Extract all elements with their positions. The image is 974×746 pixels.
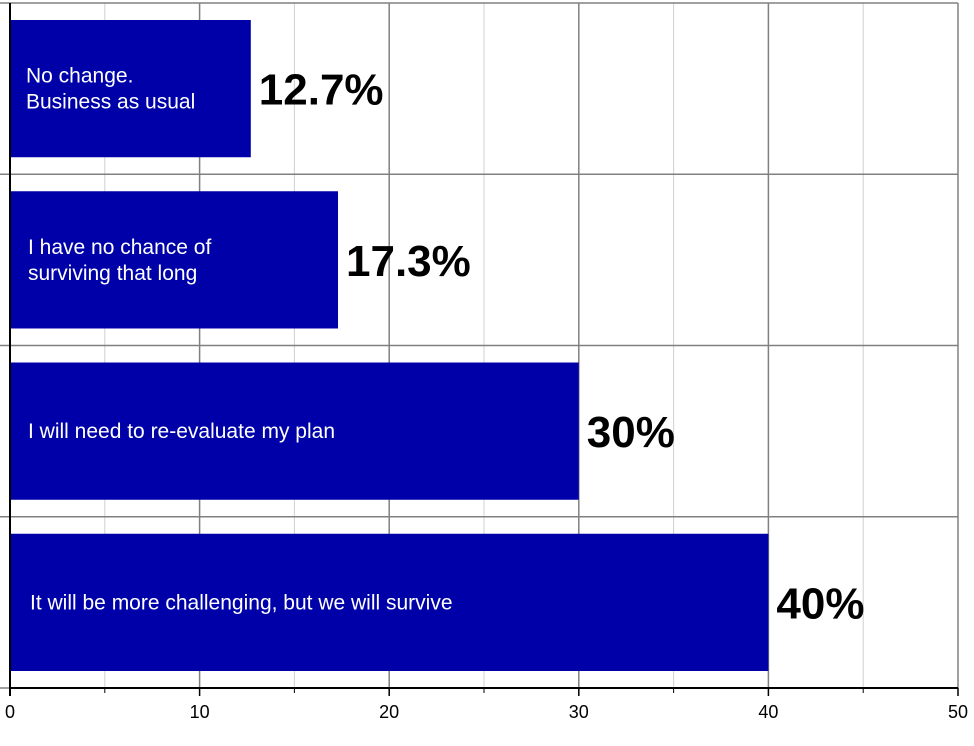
bar [10,533,769,671]
value-label: 12.7% [259,66,384,115]
category-label: I will need to re-evaluate my plan [28,420,335,443]
bar [10,191,339,329]
x-tick-label: 50 [948,702,968,722]
x-tick-label: 40 [758,702,778,722]
category-label: Business as usual [26,91,195,114]
x-axis: 0 10 20 30 40 50 [5,3,968,722]
x-tick-label: 30 [569,702,589,722]
bar [10,362,579,500]
x-tick-label: 0 [5,702,15,722]
category-label: It will be more challenging, but we will… [30,591,453,614]
value-label: 40% [776,579,864,628]
x-tick-label: 20 [379,702,399,722]
category-label: surviving that long [28,262,197,285]
bars [10,20,769,671]
x-tick-label: 10 [190,702,210,722]
value-label: 17.3% [346,237,471,286]
bar [10,20,251,158]
category-label: No change. [26,65,133,88]
value-label: 30% [587,408,675,457]
labels: No change. Business as usual 12.7% I have n… [26,65,864,629]
category-label: I have no chance of [28,236,211,259]
